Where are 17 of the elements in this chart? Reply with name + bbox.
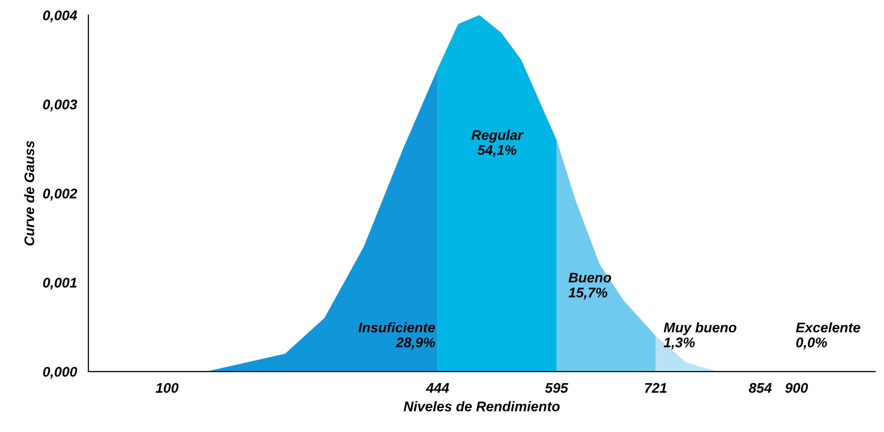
x-tick-label: 900 [785, 383, 808, 393]
y-tick-label: 0,003 [43, 100, 78, 112]
x-tick-label: 100 [156, 383, 179, 393]
annotation: Insuficiente 28,9% [358, 322, 435, 350]
x-tick-label: 444 [426, 383, 450, 393]
y-tick-label: 0,002 [43, 188, 78, 201]
x-tick-label: 854 [748, 383, 772, 393]
x-tick-label: 721 [645, 383, 666, 393]
y-axis-title: Curve de Gauss [24, 140, 34, 246]
x-axis-title: Niveles de Rendimiento [404, 401, 560, 412]
y-tick-label: 0,001 [43, 278, 77, 290]
x-tick-label: 595 [545, 383, 568, 393]
annotation: Muy bueno 1,3% [664, 322, 736, 350]
annotation: Excelente 0,0% [796, 322, 860, 350]
y-tick-label: 0,004 [43, 10, 78, 22]
annotation: Regular 54,1% [472, 130, 524, 157]
y-tick-label: 0,000 [43, 366, 78, 379]
